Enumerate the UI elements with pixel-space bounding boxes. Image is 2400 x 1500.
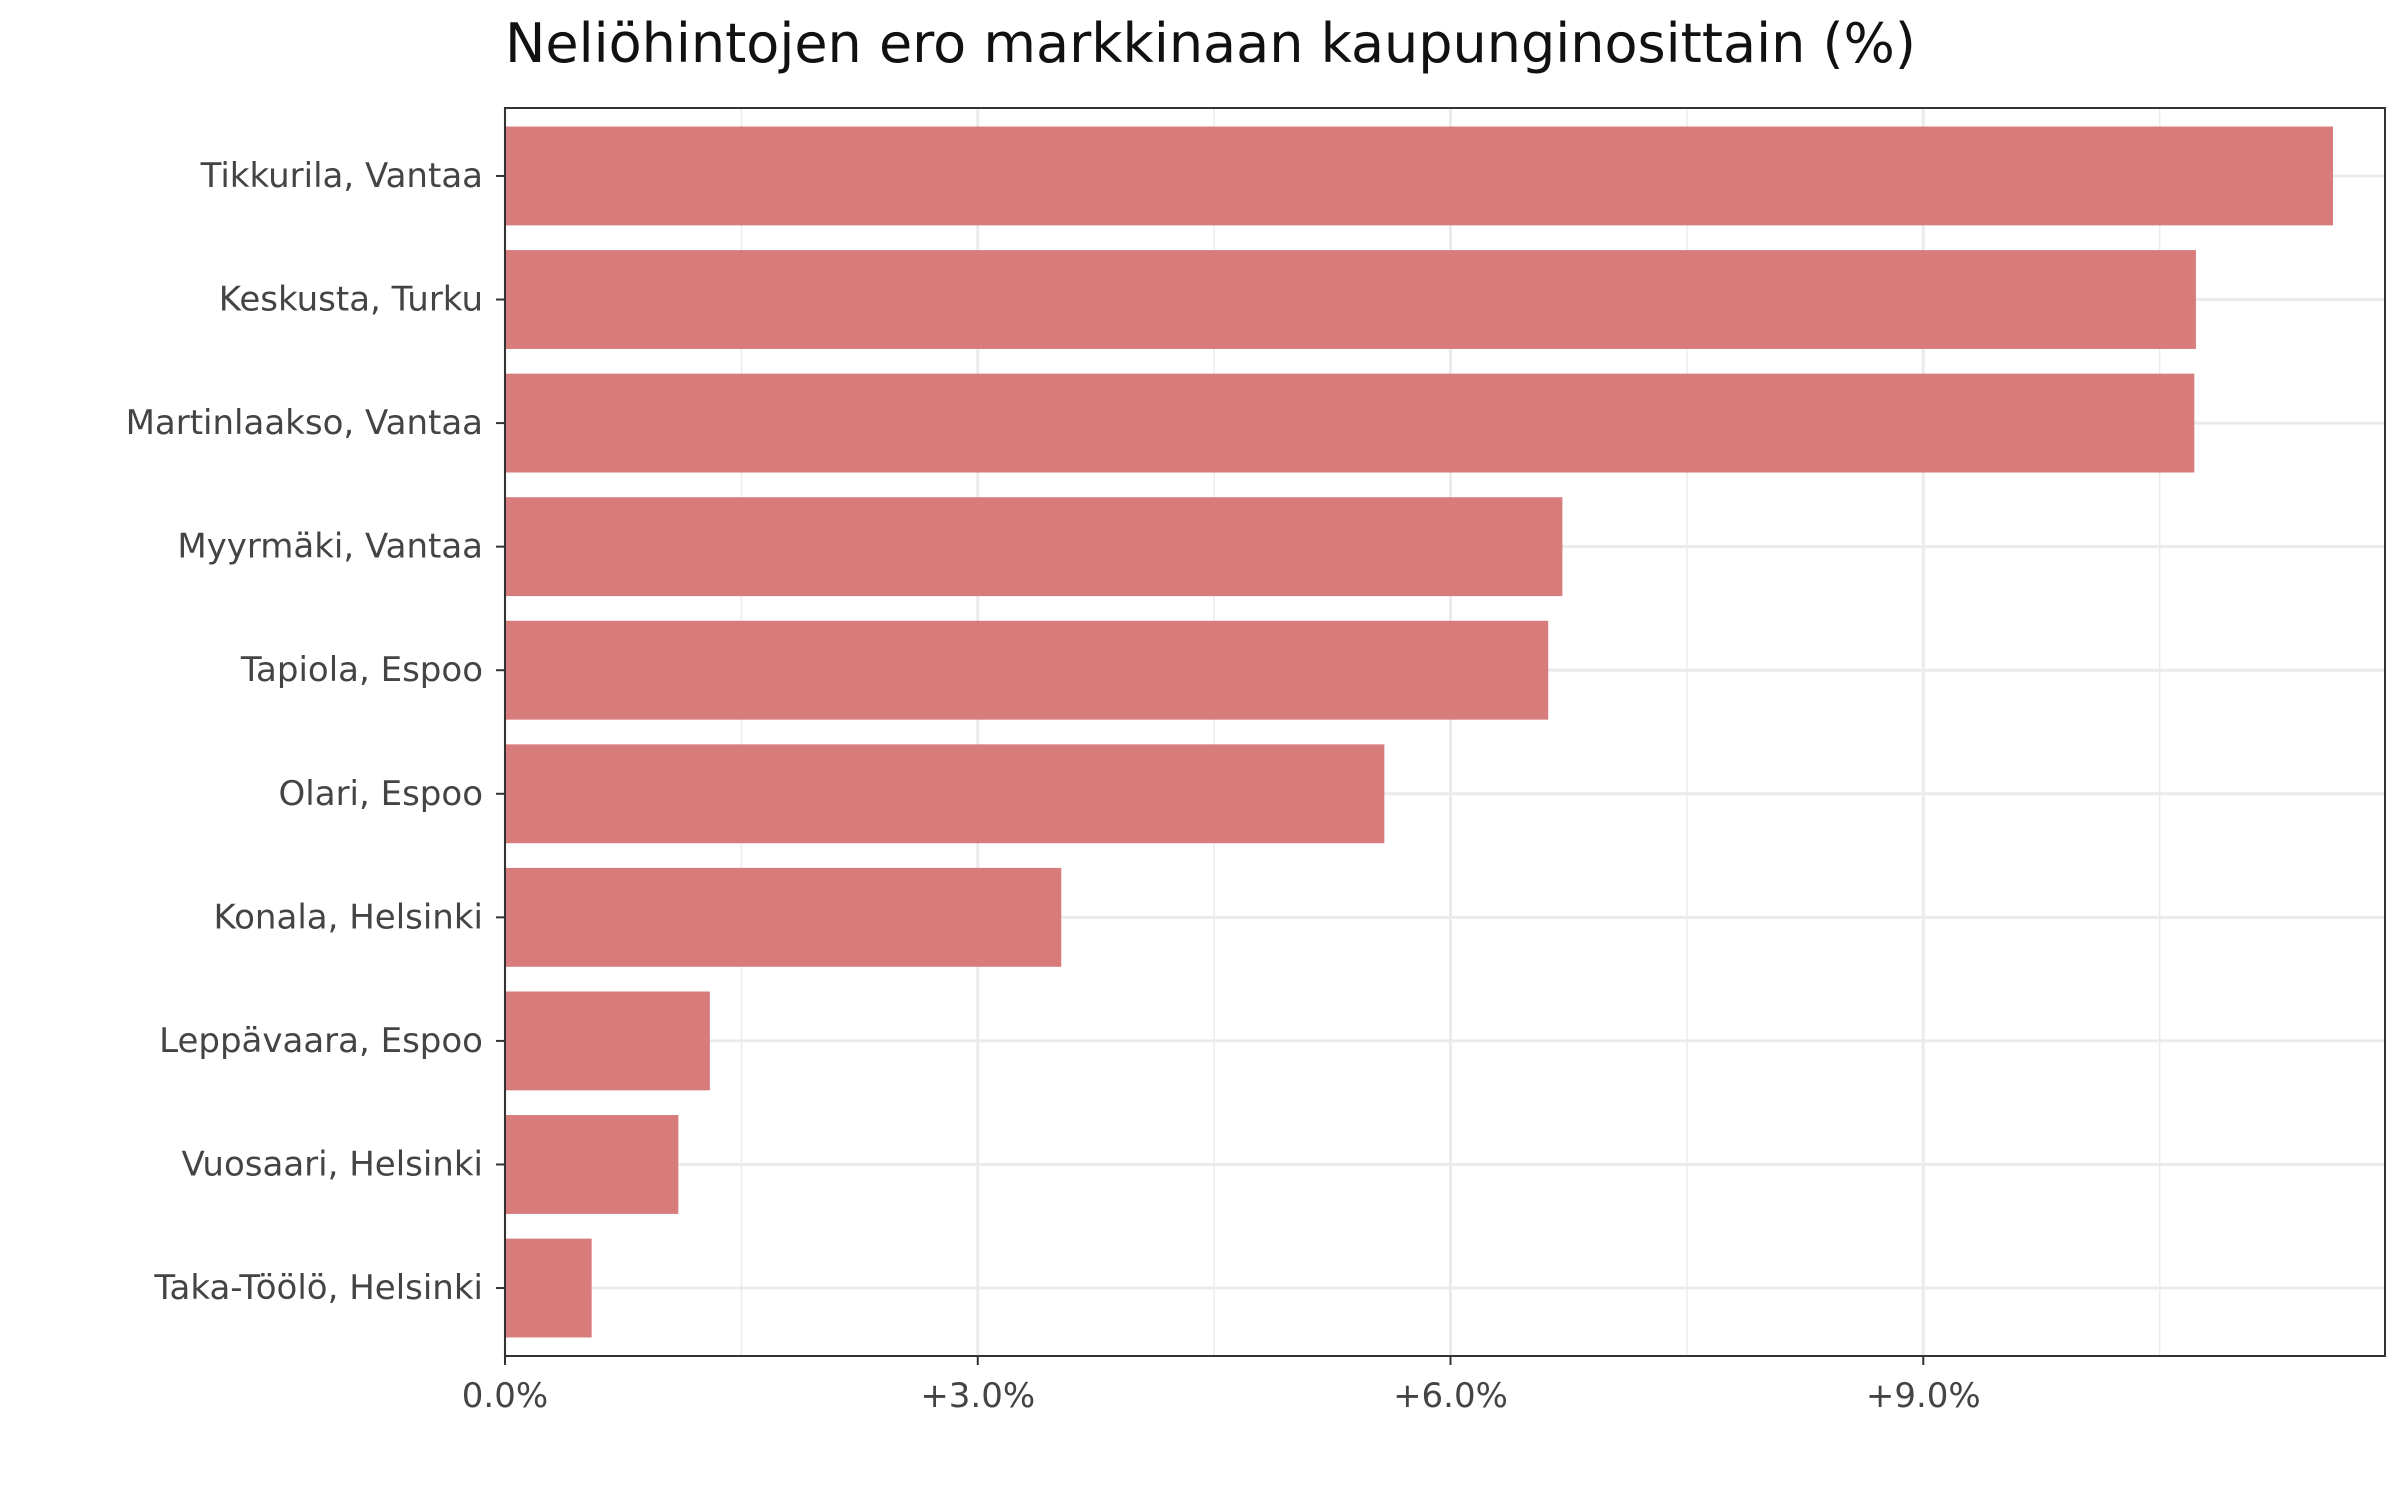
chart-title: Neliöhintojen ero markkinaan kaupunginos… bbox=[505, 12, 1916, 75]
bar bbox=[505, 497, 1563, 597]
y-tick-label: Myyrmäki, Vantaa bbox=[177, 527, 483, 567]
bar bbox=[505, 620, 1549, 720]
y-tick-label: Olari, Espoo bbox=[279, 774, 483, 814]
y-tick-label: Martinlaakso, Vantaa bbox=[126, 403, 483, 443]
x-tick-label: +9.0% bbox=[1866, 1376, 1981, 1416]
y-tick-label: Taka-Töölö, Helsinki bbox=[153, 1268, 483, 1308]
x-tick-label: +3.0% bbox=[920, 1376, 1035, 1416]
x-tick-label: 0.0% bbox=[462, 1376, 548, 1416]
bar bbox=[505, 373, 2195, 473]
panel-border bbox=[504, 107, 2386, 1357]
y-tick-label: Vuosaari, Helsinki bbox=[181, 1144, 483, 1184]
y-tick-label: Tapiola, Espoo bbox=[240, 650, 483, 690]
bar bbox=[505, 991, 710, 1091]
y-tick-label: Konala, Helsinki bbox=[214, 897, 483, 937]
y-tick-label: Keskusta, Turku bbox=[219, 280, 483, 320]
bar bbox=[505, 250, 2196, 349]
y-tick-label: Leppävaara, Espoo bbox=[159, 1021, 483, 1061]
bar bbox=[505, 126, 2333, 226]
bar bbox=[505, 1238, 592, 1338]
bars bbox=[505, 126, 2333, 1338]
bar bbox=[505, 1115, 679, 1214]
bar bbox=[505, 867, 1062, 967]
bar bbox=[505, 744, 1385, 844]
axes: Tikkurila, Vantaa Keskusta, Turku Martinla… bbox=[126, 156, 1981, 1416]
y-tick-label: Tikkurila, Vantaa bbox=[200, 156, 483, 196]
x-tick-label: +6.0% bbox=[1393, 1376, 1508, 1416]
